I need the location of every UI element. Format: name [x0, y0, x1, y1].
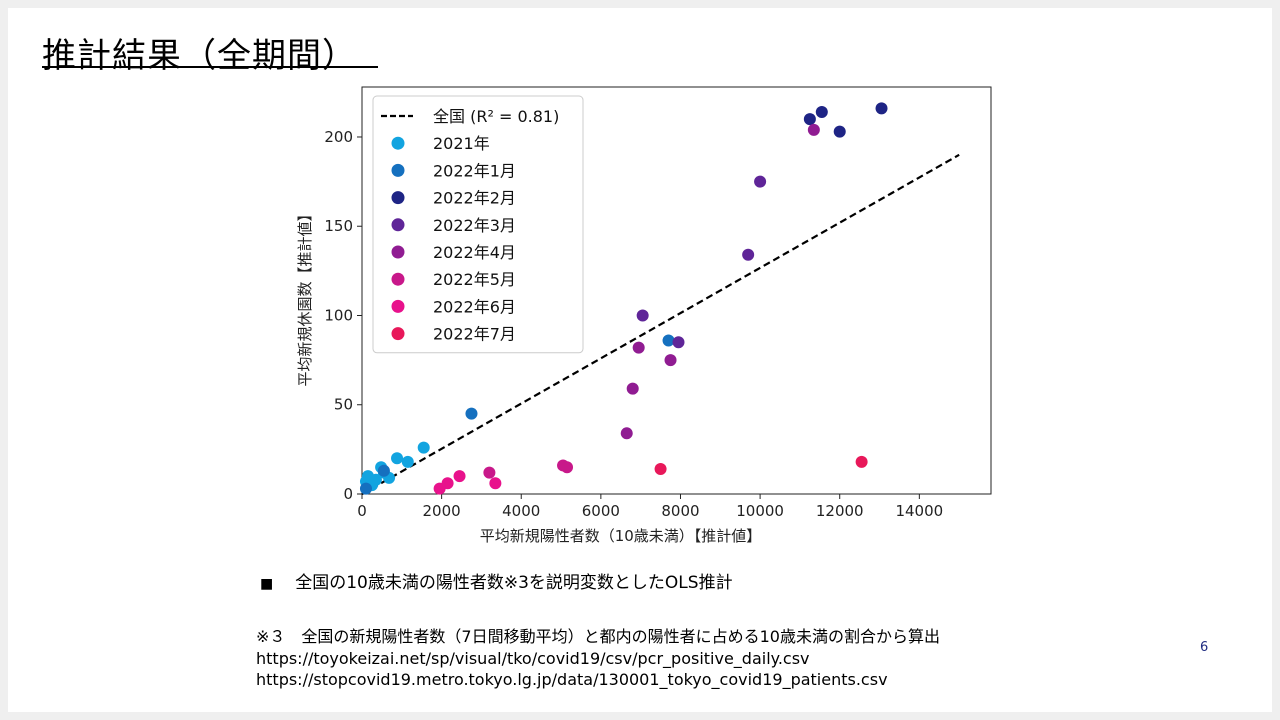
- legend-box: [372, 95, 584, 354]
- y-tick-label: 50: [334, 396, 353, 414]
- legend-marker: [391, 191, 405, 205]
- page-number: 6: [1200, 640, 1209, 655]
- x-tick-label: 10000: [736, 502, 784, 520]
- data-point: [377, 464, 390, 477]
- data-point: [489, 477, 502, 490]
- legend-label: 2022年7月: [433, 325, 516, 344]
- data-point: [465, 407, 478, 420]
- data-point: [807, 123, 820, 136]
- source-url-2: https://stopcovid19.metro.tokyo.lg.jp/da…: [256, 670, 888, 689]
- legend-marker: [391, 299, 405, 313]
- data-point: [754, 175, 767, 188]
- legend-marker: [391, 136, 405, 150]
- source-url-1: https://toyokeizai.net/sp/visual/tko/cov…: [256, 648, 810, 668]
- y-tick-label: 200: [324, 128, 353, 146]
- data-point: [483, 466, 496, 479]
- legend-marker: [391, 245, 405, 259]
- y-tick-label: 150: [324, 217, 353, 235]
- x-axis-label: 平均新規陽性者数（10歳未満）【推計値】: [480, 527, 762, 545]
- legend-label: 2022年1月: [433, 161, 516, 180]
- y-tick-label: 100: [324, 306, 353, 324]
- legend-marker: [391, 218, 405, 232]
- data-point: [417, 441, 430, 454]
- legend-fit-line-label: 全国 (R² = 0.81): [433, 107, 559, 126]
- data-point: [441, 477, 454, 490]
- data-point: [662, 334, 675, 347]
- legend-label: 2022年5月: [433, 270, 516, 289]
- data-point: [369, 473, 382, 486]
- x-tick-label: 14000: [895, 502, 943, 520]
- data-point: [875, 102, 888, 115]
- data-point: [742, 248, 755, 261]
- y-tick-label: 0: [343, 485, 353, 503]
- legend-marker: [391, 272, 405, 286]
- data-point: [620, 427, 633, 440]
- legend-marker: [391, 163, 405, 177]
- data-point: [626, 382, 639, 395]
- data-point: [664, 354, 677, 367]
- footnotes: ※３ 全国の新規陽性者数（7日間移動平均）と都内の陽性者に占める10歳未満の割合…: [256, 626, 940, 691]
- y-axis-label: 平均新規休園数【推計値】: [296, 206, 314, 386]
- title-underline: [42, 66, 378, 68]
- page-title: 推計結果（全期間）: [42, 36, 357, 76]
- data-point: [561, 461, 574, 474]
- legend-label: 2022年2月: [433, 189, 516, 208]
- data-point: [632, 341, 645, 354]
- fit-line: [361, 153, 960, 495]
- bullet-line: ■ 全国の10歳未満の陽性者数※3を説明変数としたOLS推計: [260, 568, 733, 593]
- data-point: [453, 470, 466, 483]
- data-point: [654, 463, 667, 476]
- data-point: [672, 336, 685, 349]
- x-tick-label: 0: [357, 502, 367, 520]
- x-tick-label: 12000: [816, 502, 864, 520]
- legend-label: 2022年6月: [433, 297, 516, 316]
- bullet-square-icon: ■: [260, 576, 274, 592]
- legend-marker: [391, 327, 405, 341]
- x-tick-label: 6000: [582, 502, 620, 520]
- legend-label: 2022年3月: [433, 216, 516, 235]
- data-point: [401, 455, 414, 468]
- data-point: [833, 125, 846, 138]
- data-point: [815, 105, 828, 118]
- x-tick-label: 2000: [423, 502, 461, 520]
- data-point: [803, 113, 816, 126]
- data-point: [359, 482, 372, 495]
- data-point: [636, 309, 649, 322]
- data-point: [391, 452, 404, 465]
- data-point: [855, 455, 868, 468]
- x-tick-label: 8000: [661, 502, 699, 520]
- footnote-text: ※３ 全国の新規陽性者数（7日間移動平均）と都内の陽性者に占める10歳未満の割合…: [256, 627, 940, 646]
- x-tick-label: 4000: [502, 502, 540, 520]
- legend-label: 2021年: [433, 134, 490, 153]
- scatter-chart: 0 2000 4000 6000 8000 10000 12000 14000 0 50 100 15…: [296, 86, 992, 545]
- slide: 推計結果（全期間） 0 2000 4000 6000 8000 10000 12000 140…: [8, 8, 1272, 712]
- legend-label: 2022年4月: [433, 243, 516, 262]
- bullet-text: 全国の10歳未満の陽性者数※3を説明変数としたOLS推計: [295, 573, 733, 593]
